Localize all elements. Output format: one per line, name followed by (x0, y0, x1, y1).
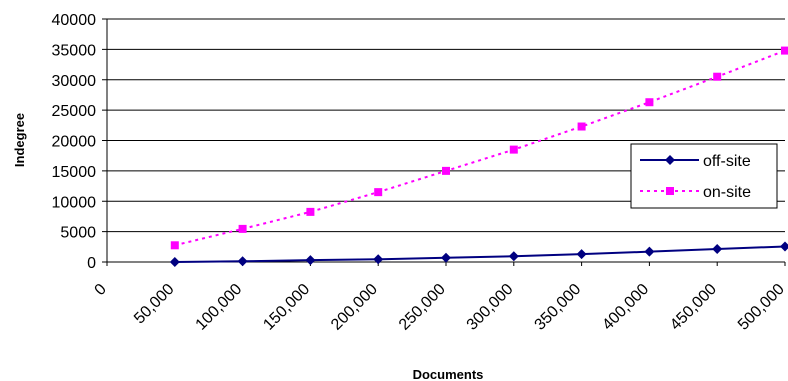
data-point-off-site (305, 255, 316, 266)
data-point-on-site (442, 166, 450, 175)
data-point-off-site (780, 241, 788, 252)
x-tick-label: 400,000 (599, 281, 652, 334)
data-point-on-site (713, 72, 722, 81)
legend-off-site-marker (665, 155, 675, 165)
x-tick-label: 500,000 (735, 281, 788, 334)
legend: off-site on-site (630, 143, 778, 209)
data-point-off-site (373, 254, 384, 265)
y-tick-label: 20000 (52, 134, 97, 151)
y-tick-label: 35000 (52, 42, 97, 59)
data-point-off-site (441, 252, 451, 263)
data-point-off-site (169, 257, 180, 267)
data-point-on-site (170, 241, 179, 250)
x-tick-label: 300,000 (464, 281, 517, 334)
series-line-on-site (174, 49, 786, 247)
x-tick-label: 150,000 (260, 281, 313, 334)
data-point-off-site (508, 251, 519, 262)
data-point-off-site (712, 243, 723, 254)
series-line-off-site (174, 245, 786, 263)
y-tick-label: 15000 (52, 164, 97, 181)
y-tick-label: 30000 (52, 73, 97, 90)
x-tick-labels: 0 50,000 100,000 150,000 200,000 250,000 300,0… (92, 262, 788, 334)
data-point-on-site (509, 145, 518, 154)
legend-off-site-label: off-site (703, 153, 751, 170)
legend-on-site-label: on-site (703, 184, 751, 201)
y-tick-labels: 0 5000 10000 15000 20000 25000 30000 35000 40000 (52, 12, 97, 272)
x-tick-label: 100,000 (193, 281, 246, 334)
legend-box (630, 143, 778, 209)
x-tick-label: 350,000 (532, 281, 585, 334)
y-tick-label: 5000 (60, 225, 96, 242)
x-tick-label: 250,000 (396, 281, 449, 334)
data-point-off-site (237, 256, 248, 267)
series (169, 46, 788, 267)
data-point-on-site (238, 224, 247, 233)
x-tick-label: 450,000 (667, 281, 720, 334)
x-tick-label: 0 (92, 281, 110, 299)
data-point-on-site (781, 46, 788, 55)
gridlines (102, 18, 785, 263)
y-tick-label: 10000 (52, 194, 97, 211)
y-tick-label: 0 (87, 255, 96, 272)
data-point-on-site (374, 188, 383, 197)
y-axis-title: Indegree (12, 113, 27, 167)
y-tick-label: 40000 (52, 12, 97, 29)
data-point-off-site (576, 249, 587, 260)
data-point-on-site (577, 122, 586, 131)
data-point-on-site (306, 207, 315, 216)
x-tick-label: 50,000 (131, 281, 178, 328)
data-point-on-site (645, 98, 654, 107)
x-tick-label: 200,000 (328, 281, 381, 334)
data-point-off-site (644, 246, 655, 257)
x-axis-title: Documents (413, 367, 484, 381)
y-tick-label: 25000 (52, 103, 97, 120)
legend-on-site-marker (666, 187, 674, 195)
